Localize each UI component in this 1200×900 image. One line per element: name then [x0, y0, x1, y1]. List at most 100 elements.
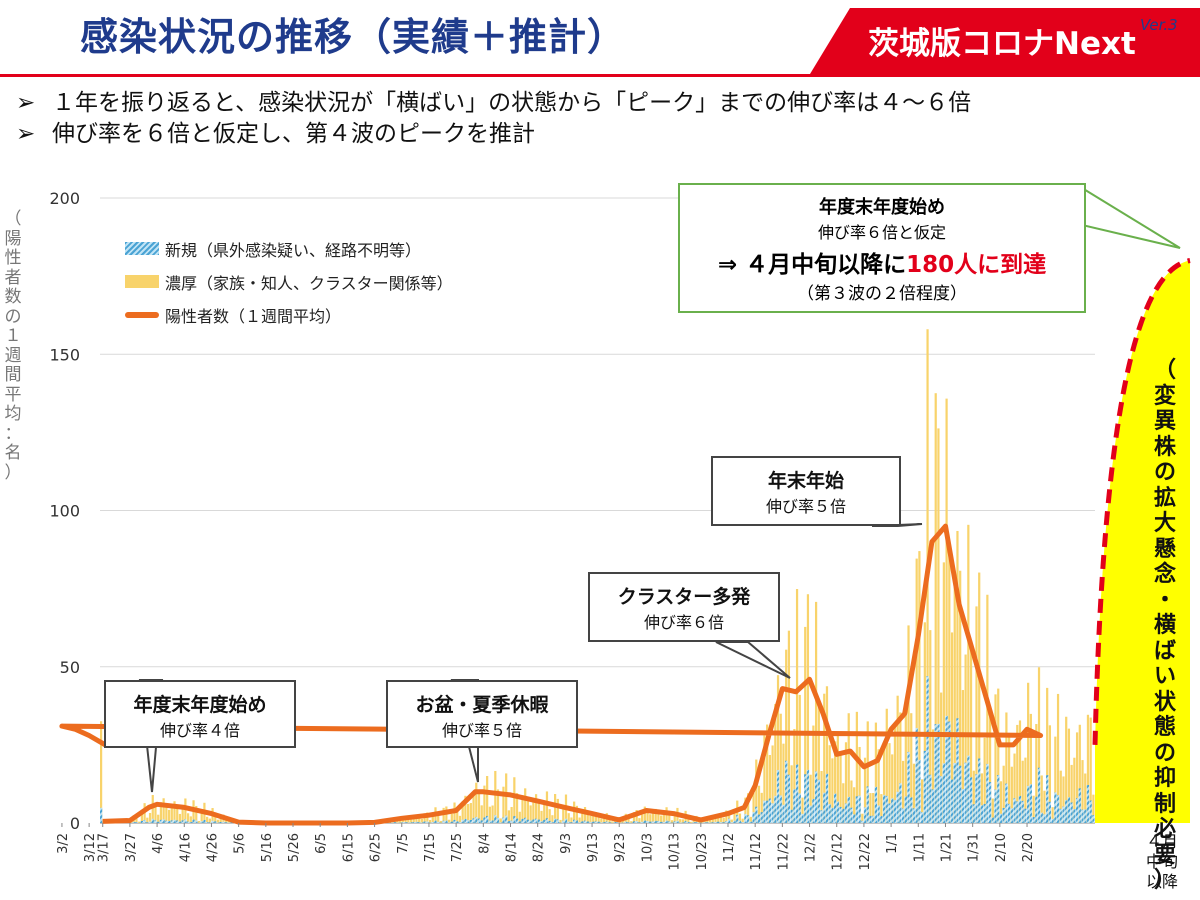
bar-new-case	[834, 793, 837, 823]
legend-label-line: 陽性者数（１週間平均）	[165, 306, 342, 326]
bar-close-contact	[771, 745, 774, 823]
bar-close-contact	[1029, 713, 1032, 823]
bar-close-contact	[959, 570, 962, 823]
y-axis-title: （陽性者数の １ 週間平均：名）	[4, 209, 22, 483]
bar-close-contact	[668, 811, 671, 823]
bar-new-case	[1002, 808, 1005, 823]
bar-new-case	[771, 803, 774, 823]
bar-close-contact	[904, 715, 907, 823]
bar-close-contact	[782, 743, 785, 823]
x-tick-label: 5/16	[260, 833, 275, 862]
bar-new-case	[458, 821, 462, 823]
bar-close-contact	[431, 816, 434, 823]
bar-close-contact	[988, 708, 992, 823]
callout-cluster: クラスター多発 伸び率６倍	[588, 572, 780, 642]
bar-new-case	[912, 808, 916, 823]
bar-close-contact	[882, 744, 886, 823]
bar-new-case	[790, 809, 793, 823]
bar-new-case	[950, 779, 954, 823]
bar-new-case	[545, 818, 549, 823]
bar-new-case	[488, 820, 491, 823]
bar-close-contact	[602, 816, 606, 823]
bar-new-case	[665, 820, 668, 823]
bar-close-contact	[847, 713, 850, 823]
bar-close-contact	[575, 805, 578, 823]
bar-close-contact	[638, 818, 641, 823]
bar-new-case	[858, 795, 861, 823]
bar-new-case	[170, 820, 173, 823]
bar-new-case	[793, 789, 796, 823]
bar-close-contact	[708, 819, 712, 823]
bar-new-case	[1089, 800, 1092, 823]
bar-close-contact	[621, 820, 625, 823]
bar-close-contact	[931, 729, 935, 823]
bar-close-contact	[997, 688, 1000, 823]
bar-close-contact	[711, 818, 714, 823]
forecast-note: （第３波の２倍程度）	[797, 284, 967, 304]
bar-close-contact	[921, 779, 924, 823]
bar-close-contact	[855, 711, 858, 823]
legend-item-new: 新規（県外感染疑い、経路不明等）	[125, 232, 453, 265]
bar-close-contact	[534, 794, 538, 823]
bar-close-contact	[396, 820, 399, 823]
bar-close-contact	[600, 818, 603, 823]
bar-new-case	[937, 723, 940, 823]
bar-close-contact	[450, 813, 453, 823]
bar-close-contact	[399, 820, 402, 823]
bar-new-case	[774, 795, 777, 823]
forecast-title: 年度末年度始め	[819, 197, 945, 218]
bar-close-contact	[1078, 724, 1081, 823]
bar-close-contact	[953, 586, 956, 823]
bar-new-case	[176, 820, 179, 823]
bar-new-case	[475, 816, 478, 823]
bar-new-case	[222, 821, 225, 823]
x-tick-label: 6/15	[341, 833, 356, 862]
bar-new-case	[1086, 784, 1090, 823]
bar-close-contact	[869, 793, 872, 823]
bar-close-contact	[795, 589, 799, 823]
bar-close-contact	[491, 805, 494, 823]
bar-new-case	[1065, 800, 1068, 823]
bar-new-case	[581, 821, 584, 823]
bar-close-contact	[467, 803, 470, 823]
bar-close-contact	[640, 814, 644, 823]
bar-close-contact	[899, 712, 902, 823]
bar-new-case	[605, 821, 608, 823]
bar-new-case	[744, 813, 747, 823]
bar-close-contact	[776, 675, 780, 823]
bar-new-case	[165, 820, 168, 823]
bar-new-case	[556, 819, 559, 823]
x-tick-label: 10/23	[695, 833, 710, 870]
x-tick-label: 4/6	[151, 833, 166, 854]
bar-close-contact	[543, 801, 546, 823]
bar-close-contact	[885, 708, 888, 823]
bar-new-case	[980, 805, 984, 823]
bar-new-case	[1016, 801, 1019, 823]
bar-new-case	[874, 786, 878, 823]
bar-close-contact	[456, 811, 459, 823]
bar-close-contact	[980, 773, 984, 823]
bar-close-contact	[1086, 714, 1090, 823]
bar-close-contact	[554, 794, 557, 823]
x-tick-label: 1/21	[939, 833, 954, 862]
bar-new-case	[393, 822, 396, 823]
bar-close-contact	[1062, 776, 1065, 823]
bar-new-case	[1040, 812, 1043, 823]
bar-new-case	[505, 815, 508, 823]
bar-new-case	[972, 804, 975, 823]
forecast-curve	[1092, 258, 1191, 745]
bar-close-contact	[1018, 720, 1022, 823]
x-tick-label: 5/26	[287, 833, 302, 862]
bar-new-case	[548, 820, 551, 823]
bar-close-contact	[646, 809, 649, 823]
arrow-bullet-icon: ➢	[16, 90, 36, 116]
bar-close-contact	[146, 817, 149, 823]
bar-close-contact	[839, 755, 842, 823]
bar-close-contact	[573, 801, 576, 823]
bar-new-case	[154, 820, 157, 823]
bar-close-contact	[505, 773, 508, 823]
bar-new-case	[1070, 802, 1073, 823]
bar-new-case	[929, 774, 932, 823]
bar-new-case	[901, 808, 905, 823]
bar-new-case	[635, 821, 638, 823]
